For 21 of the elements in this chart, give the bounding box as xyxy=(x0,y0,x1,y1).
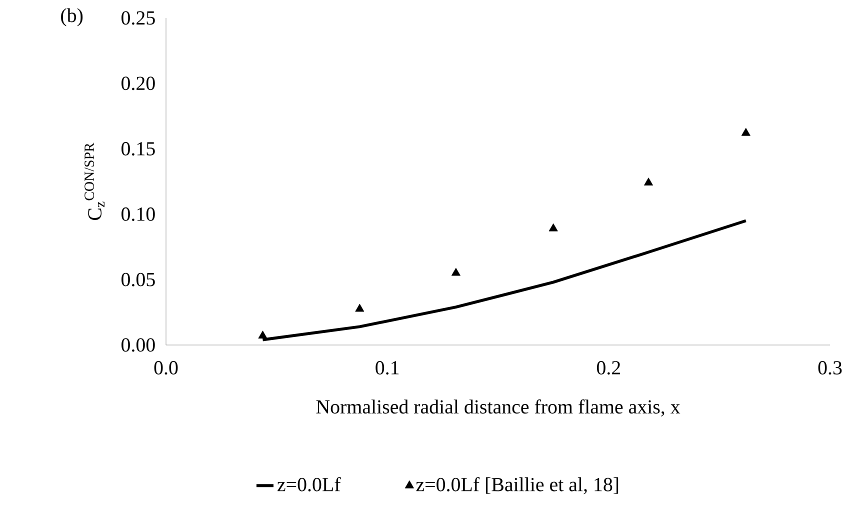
text: (b) xyxy=(61,8,83,26)
legend-label: z=0.0Lf xyxy=(278,477,341,492)
x-tick-label: 0.3 xyxy=(818,361,842,375)
point xyxy=(258,330,268,339)
y-tick-label: 0.05 xyxy=(122,272,155,286)
legend-label: z=0.0Lf [Baillie et al, 18] xyxy=(416,477,618,494)
point xyxy=(741,128,750,136)
point xyxy=(644,178,654,186)
x-tick-label: 0.1 xyxy=(376,361,399,375)
x-tick-label: 0.2 xyxy=(596,361,620,375)
y-tick-label: 0.25 xyxy=(122,11,155,25)
point xyxy=(451,268,460,276)
y-axis-title: C$_{z}$CON/SPR xyxy=(84,142,104,220)
y-tick-label: 0.20 xyxy=(122,76,155,90)
point xyxy=(355,304,364,312)
y-tick-label: 0.15 xyxy=(122,142,155,156)
y-tick-label: 0.00 xyxy=(122,338,155,352)
point xyxy=(548,223,558,232)
x-tick-label: 0.0 xyxy=(154,361,178,375)
y-tick-label: 0.10 xyxy=(122,207,155,221)
x-axis-title: Normalised radial distance from flame axis, x xyxy=(316,399,680,416)
